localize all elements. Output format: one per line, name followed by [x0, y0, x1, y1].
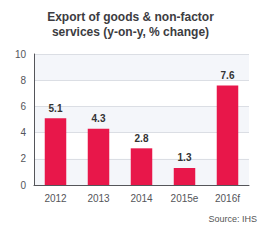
svg-text:2014: 2014	[130, 193, 153, 204]
svg-text:2012: 2012	[44, 193, 67, 204]
svg-text:1.3: 1.3	[178, 152, 192, 163]
svg-text:4: 4	[20, 127, 26, 138]
svg-text:2013: 2013	[87, 193, 110, 204]
svg-text:0: 0	[20, 180, 26, 191]
svg-text:6: 6	[20, 101, 26, 112]
svg-text:2: 2	[20, 153, 26, 164]
svg-text:Source: IHS: Source: IHS	[208, 214, 257, 224]
svg-text:7.6: 7.6	[221, 70, 235, 81]
svg-text:10: 10	[15, 49, 27, 60]
svg-text:8: 8	[20, 75, 26, 86]
svg-text:2015e: 2015e	[171, 193, 199, 204]
svg-text:2.8: 2.8	[135, 133, 149, 144]
svg-text:Export of goods & non-factor: Export of goods & non-factor	[47, 10, 214, 24]
svg-text:services (y-on-y, % change): services (y-on-y, % change)	[52, 25, 209, 39]
svg-text:5.1: 5.1	[49, 103, 63, 114]
svg-text:2016f: 2016f	[215, 193, 240, 204]
svg-text:4.3: 4.3	[92, 113, 106, 124]
